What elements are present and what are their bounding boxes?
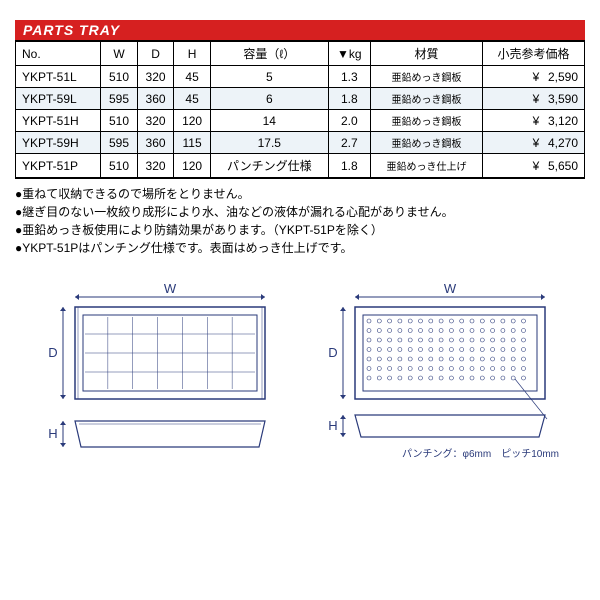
cell-kg: 2.7 [328, 132, 370, 154]
cell-mat: 亜鉛めっき仕上げ [370, 154, 482, 179]
cell-h: 120 [174, 110, 211, 132]
cell-price: ¥ 2,590 [482, 66, 584, 88]
cell-d: 360 [137, 88, 174, 110]
cell-price: ¥ 3,590 [482, 88, 584, 110]
note-line: ●重ねて収納できるので場所をとりません。 [15, 185, 585, 203]
svg-text:H: H [48, 426, 57, 441]
table-row: YKPT-59H59536011517.52.7亜鉛めっき鋼板¥ 4,270 [16, 132, 585, 154]
diagrams: W D H W D H パンチング：φ6mm ピッチ10mm [15, 281, 585, 461]
cell-w: 595 [101, 132, 138, 154]
col-header: D [137, 41, 174, 66]
cell-cap: パンチング仕様 [210, 154, 328, 179]
punch-caption: パンチング：φ6mm ピッチ10mm [315, 445, 565, 460]
cell-no: YKPT-51L [16, 66, 101, 88]
cell-kg: 1.3 [328, 66, 370, 88]
svg-text:D: D [48, 345, 57, 360]
svg-text:W: W [444, 281, 457, 296]
cell-cap: 14 [210, 110, 328, 132]
table-row: YKPT-51P510320120パンチング仕様1.8亜鉛めっき仕上げ¥ 5,6… [16, 154, 585, 179]
svg-text:H: H [328, 418, 337, 433]
cell-cap: 6 [210, 88, 328, 110]
section-title: PARTS TRAY [15, 20, 585, 40]
cell-no: YKPT-59L [16, 88, 101, 110]
cell-h: 45 [174, 88, 211, 110]
cell-cap: 5 [210, 66, 328, 88]
cell-kg: 1.8 [328, 88, 370, 110]
notes: ●重ねて収納できるので場所をとりません。●継ぎ目のない一枚絞り成形により水、油な… [15, 185, 585, 257]
cell-mat: 亜鉛めっき鋼板 [370, 88, 482, 110]
cell-w: 510 [101, 66, 138, 88]
svg-text:D: D [328, 345, 337, 360]
note-line: ●亜鉛めっき板使用により防錆効果があります。（YKPT-51Pを除く） [15, 221, 585, 239]
cell-price: ¥ 5,650 [482, 154, 584, 179]
cell-price: ¥ 4,270 [482, 132, 584, 154]
cell-cap: 17.5 [210, 132, 328, 154]
cell-d: 360 [137, 132, 174, 154]
note-line: ●継ぎ目のない一枚絞り成形により水、油などの液体が漏れる心配がありません。 [15, 203, 585, 221]
diagram-punched-tray: W D H パンチング：φ6mm ピッチ10mm [315, 281, 565, 461]
parts-tray-table: No.WDH容量（ℓ）▼kg材質小売参考価格 YKPT-51L510320455… [15, 40, 585, 179]
diagram-solid-tray: W D H [35, 281, 285, 461]
note-line: ●YKPT-51Pはパンチング仕様です。表面はめっき仕上げです。 [15, 239, 585, 257]
col-header: 材質 [370, 41, 482, 66]
table-row: YKPT-51L5103204551.3亜鉛めっき鋼板¥ 2,590 [16, 66, 585, 88]
cell-w: 510 [101, 110, 138, 132]
cell-d: 320 [137, 154, 174, 179]
col-header: 小売参考価格 [482, 41, 584, 66]
cell-h: 120 [174, 154, 211, 179]
table-row: YKPT-51H510320120142.0亜鉛めっき鋼板¥ 3,120 [16, 110, 585, 132]
cell-mat: 亜鉛めっき鋼板 [370, 132, 482, 154]
col-header: No. [16, 41, 101, 66]
cell-h: 115 [174, 132, 211, 154]
cell-price: ¥ 3,120 [482, 110, 584, 132]
cell-d: 320 [137, 66, 174, 88]
cell-mat: 亜鉛めっき鋼板 [370, 66, 482, 88]
cell-no: YKPT-51P [16, 154, 101, 179]
col-header: ▼kg [328, 41, 370, 66]
cell-h: 45 [174, 66, 211, 88]
cell-w: 510 [101, 154, 138, 179]
cell-kg: 2.0 [328, 110, 370, 132]
col-header: H [174, 41, 211, 66]
cell-w: 595 [101, 88, 138, 110]
cell-no: YKPT-51H [16, 110, 101, 132]
col-header: 容量（ℓ） [210, 41, 328, 66]
cell-d: 320 [137, 110, 174, 132]
table-row: YKPT-59L5953604561.8亜鉛めっき鋼板¥ 3,590 [16, 88, 585, 110]
cell-no: YKPT-59H [16, 132, 101, 154]
cell-kg: 1.8 [328, 154, 370, 179]
svg-text:W: W [164, 281, 177, 296]
col-header: W [101, 41, 138, 66]
cell-mat: 亜鉛めっき鋼板 [370, 110, 482, 132]
